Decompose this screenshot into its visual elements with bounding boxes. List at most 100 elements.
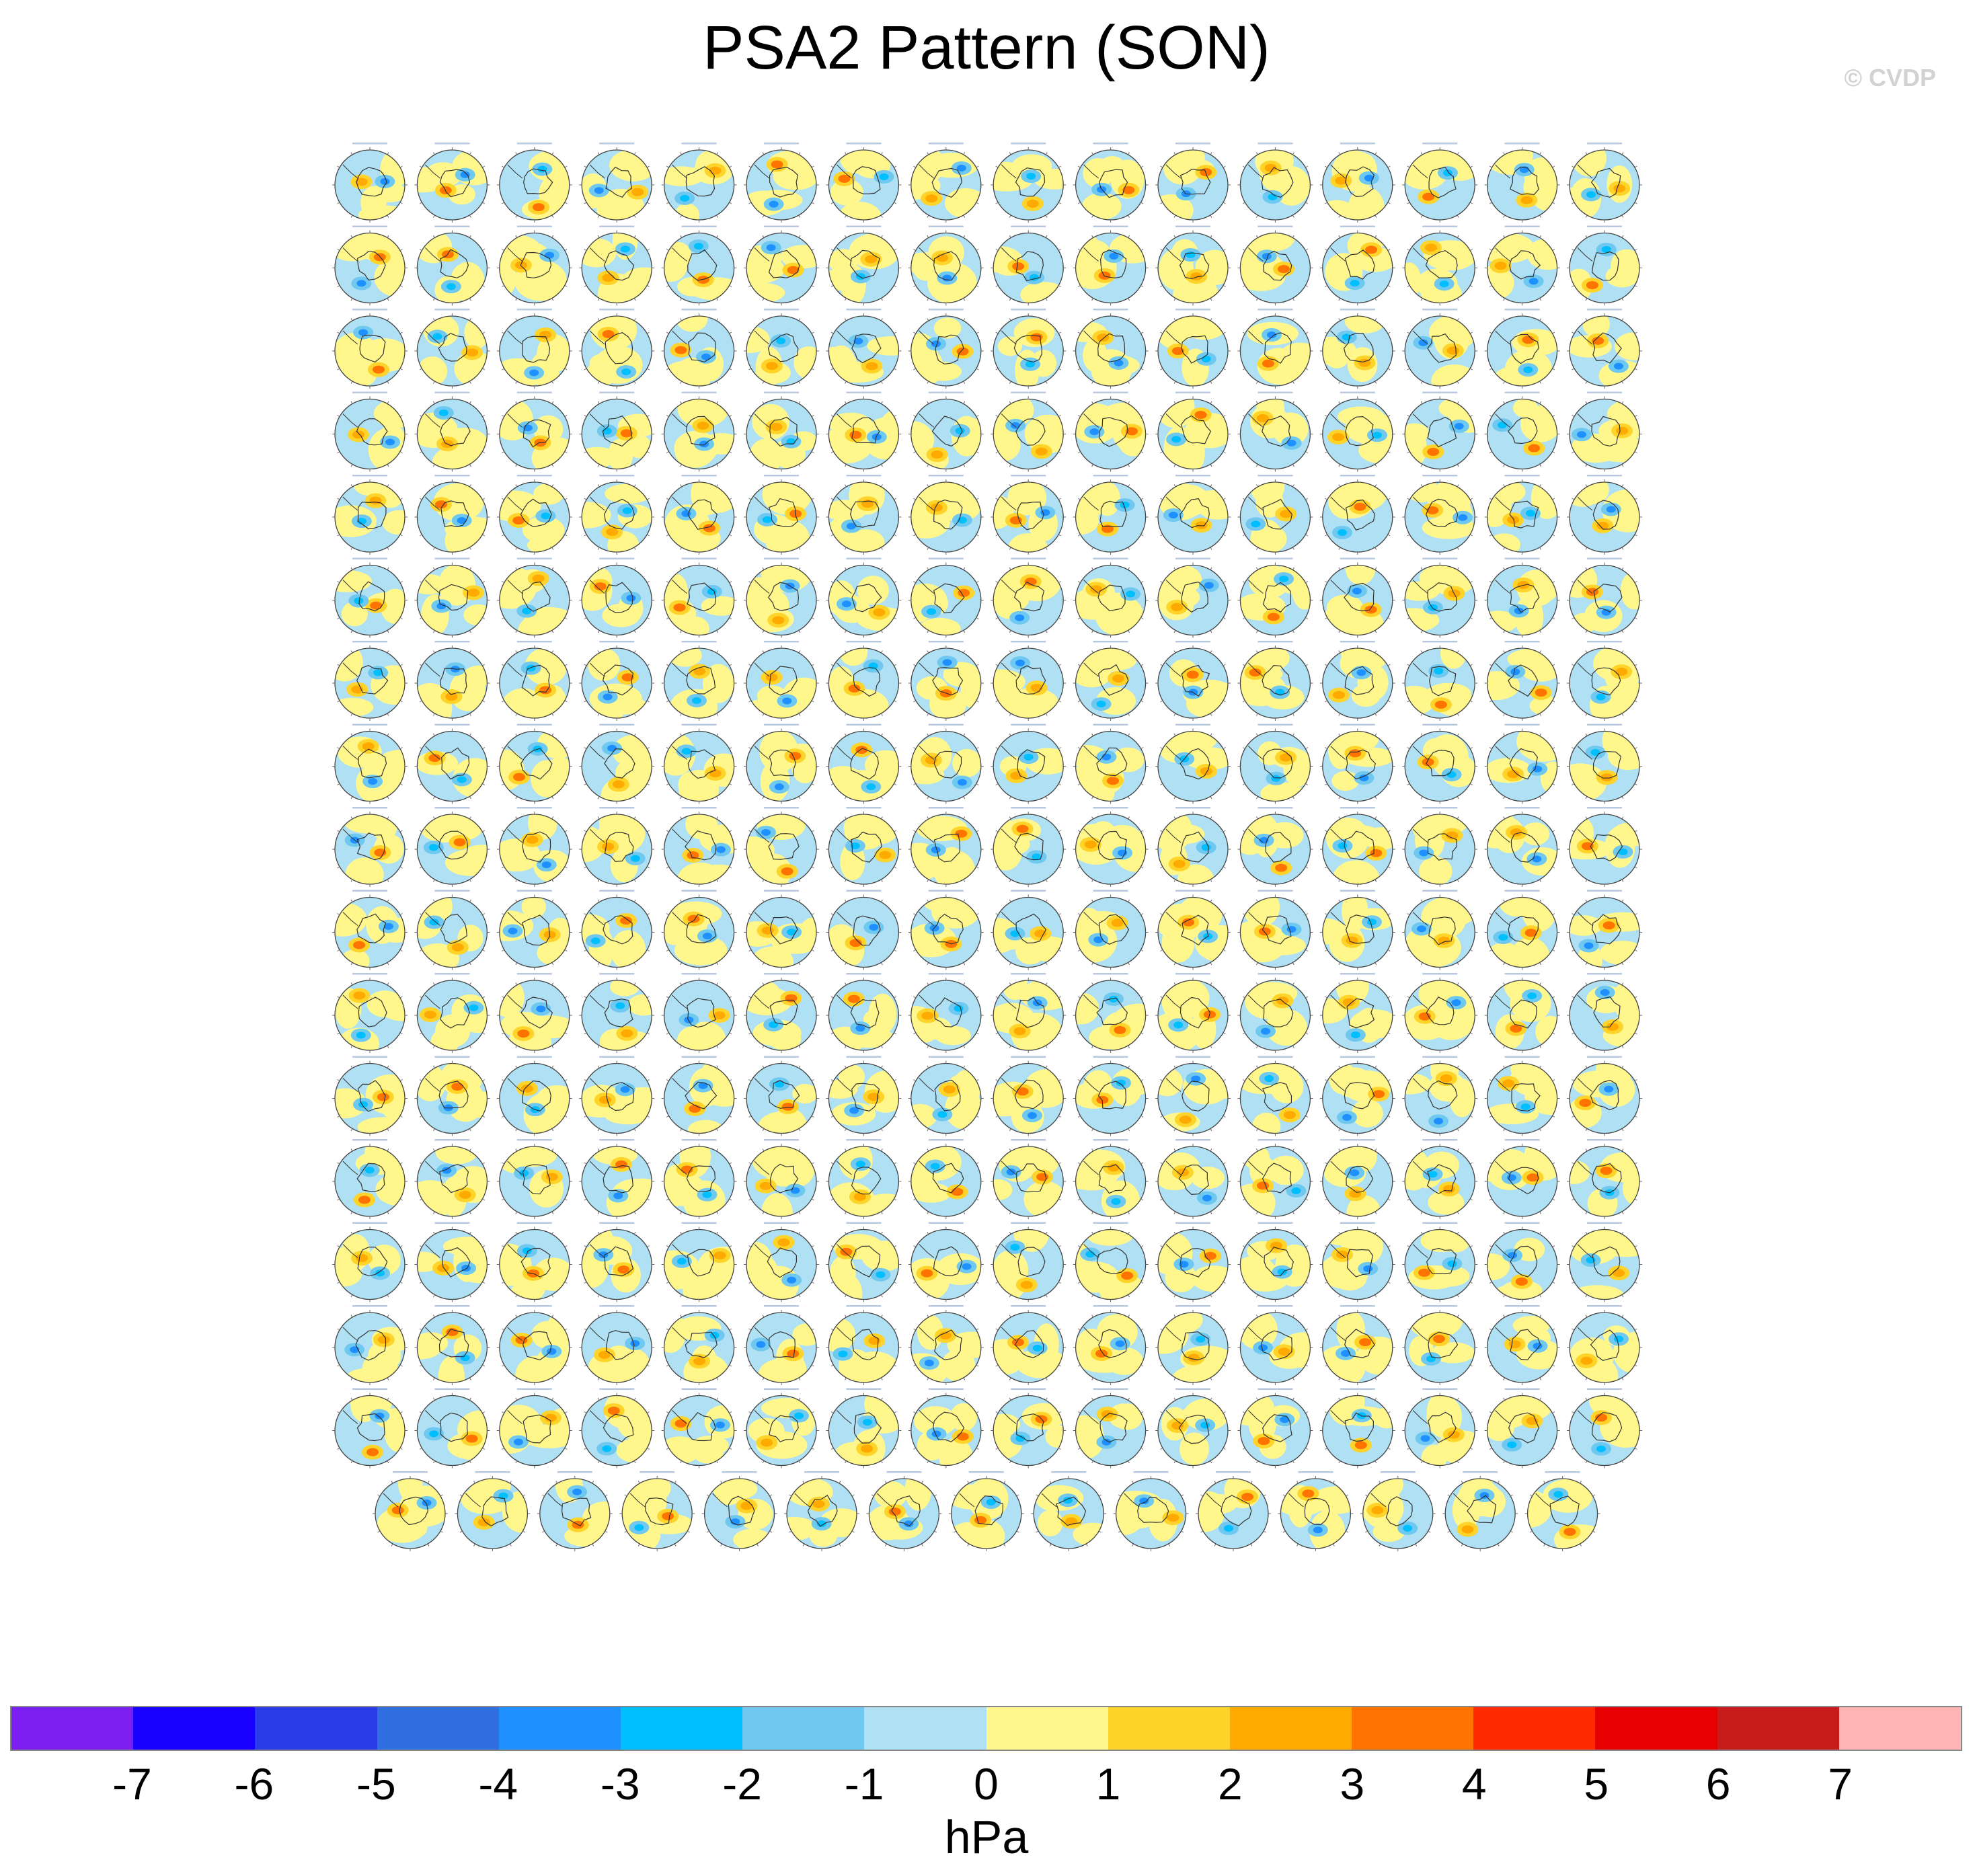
map-panel	[579, 309, 655, 389]
map-panel	[744, 143, 819, 223]
map-panel	[1484, 641, 1560, 721]
map-panel	[579, 973, 655, 1053]
colorbar-box	[864, 1707, 986, 1750]
map-panel	[1402, 391, 1478, 472]
map-panel	[1484, 391, 1560, 472]
map-panel	[744, 557, 819, 638]
map-panel	[332, 475, 408, 555]
colorbar-box	[1595, 1707, 1717, 1750]
map-panel	[1237, 807, 1313, 887]
map-panel	[1319, 641, 1395, 721]
map-panel	[455, 1471, 531, 1551]
colorbar-tick-label: -5	[356, 1759, 396, 1809]
map-panel	[908, 973, 984, 1053]
map-panel	[1319, 1388, 1395, 1469]
map-panel	[826, 225, 902, 306]
map-panel	[991, 309, 1067, 389]
map-panel	[826, 890, 902, 970]
map-panel	[1484, 143, 1560, 223]
map-panel	[1073, 557, 1149, 638]
map-panel	[1073, 973, 1149, 1053]
map-panel	[579, 225, 655, 306]
map-panel	[1567, 641, 1642, 721]
map-panel	[948, 1471, 1024, 1551]
map-panel	[579, 1056, 655, 1136]
map-panel	[1319, 973, 1395, 1053]
map-panel	[1073, 225, 1149, 306]
map-panel	[661, 557, 737, 638]
map-panel	[744, 724, 819, 804]
map-panel	[1319, 1139, 1395, 1219]
map-panel	[1155, 391, 1231, 472]
map-panel	[579, 724, 655, 804]
colorbar-tick-label: -7	[112, 1759, 152, 1809]
map-panel	[826, 391, 902, 472]
map-panel	[908, 1222, 984, 1302]
colorbar-tick-label: 6	[1705, 1759, 1731, 1809]
map-panel	[701, 1471, 777, 1551]
map-panel	[908, 475, 984, 555]
map-panel	[537, 1471, 613, 1551]
colorbar-box	[133, 1707, 256, 1750]
map-panel	[332, 890, 408, 970]
map-panel	[866, 1471, 942, 1551]
colorbar	[10, 1706, 1962, 1751]
map-panel	[1402, 724, 1478, 804]
map-panel	[332, 973, 408, 1053]
map-panel	[661, 1305, 737, 1385]
map-panel	[1237, 557, 1313, 638]
colorbar-box	[986, 1707, 1108, 1750]
map-panel	[1073, 724, 1149, 804]
map-panel	[496, 143, 572, 223]
map-panel	[414, 391, 490, 472]
map-panel	[1237, 143, 1313, 223]
map-panel	[1155, 1056, 1231, 1136]
map-panel	[579, 1388, 655, 1469]
map-panel	[1319, 475, 1395, 555]
map-panel	[1402, 1056, 1478, 1136]
map-panel	[332, 724, 408, 804]
map-panel	[908, 1305, 984, 1385]
map-panel	[1319, 807, 1395, 887]
map-panel	[1484, 1305, 1560, 1385]
map-panel	[414, 309, 490, 389]
map-panel	[1073, 143, 1149, 223]
map-panel	[661, 807, 737, 887]
map-panel	[826, 1056, 902, 1136]
map-panel	[496, 1388, 572, 1469]
map-panel	[661, 1388, 737, 1469]
map-panel	[1155, 1388, 1231, 1469]
map-panel	[1567, 890, 1642, 970]
colorbar-box	[1839, 1707, 1961, 1750]
map-panel	[661, 724, 737, 804]
colorbar-tick-label: 2	[1218, 1759, 1243, 1809]
map-panel	[1402, 1388, 1478, 1469]
map-panel	[414, 1056, 490, 1136]
map-panel	[744, 309, 819, 389]
map-panel	[1319, 309, 1395, 389]
map-panel	[908, 143, 984, 223]
colorbar-box	[1352, 1707, 1474, 1750]
map-panel	[1155, 225, 1231, 306]
map-panel	[1567, 309, 1642, 389]
map-panel	[1155, 1139, 1231, 1219]
map-panel	[908, 1388, 984, 1469]
map-panel	[826, 557, 902, 638]
map-panel	[1073, 807, 1149, 887]
map-panel	[1237, 225, 1313, 306]
map-panel	[991, 1305, 1067, 1385]
colorbar-box	[11, 1707, 134, 1750]
map-panel	[1319, 557, 1395, 638]
map-panel	[661, 1139, 737, 1219]
colorbar-tick-label: 3	[1340, 1759, 1365, 1809]
colorbar-labels: -7 -6 -5 -4 -3 -2 -1 0 1 2 3 4 5 6 7	[0, 1758, 1973, 1819]
map-panel	[1155, 309, 1231, 389]
map-panel	[991, 807, 1067, 887]
colorbar-units: hPa	[944, 1811, 1029, 1863]
map-panel	[1442, 1471, 1518, 1551]
map-panel	[579, 807, 655, 887]
map-panel	[414, 807, 490, 887]
map-panel	[1567, 1222, 1642, 1302]
colorbar-box	[1717, 1707, 1839, 1750]
map-panel	[744, 641, 819, 721]
